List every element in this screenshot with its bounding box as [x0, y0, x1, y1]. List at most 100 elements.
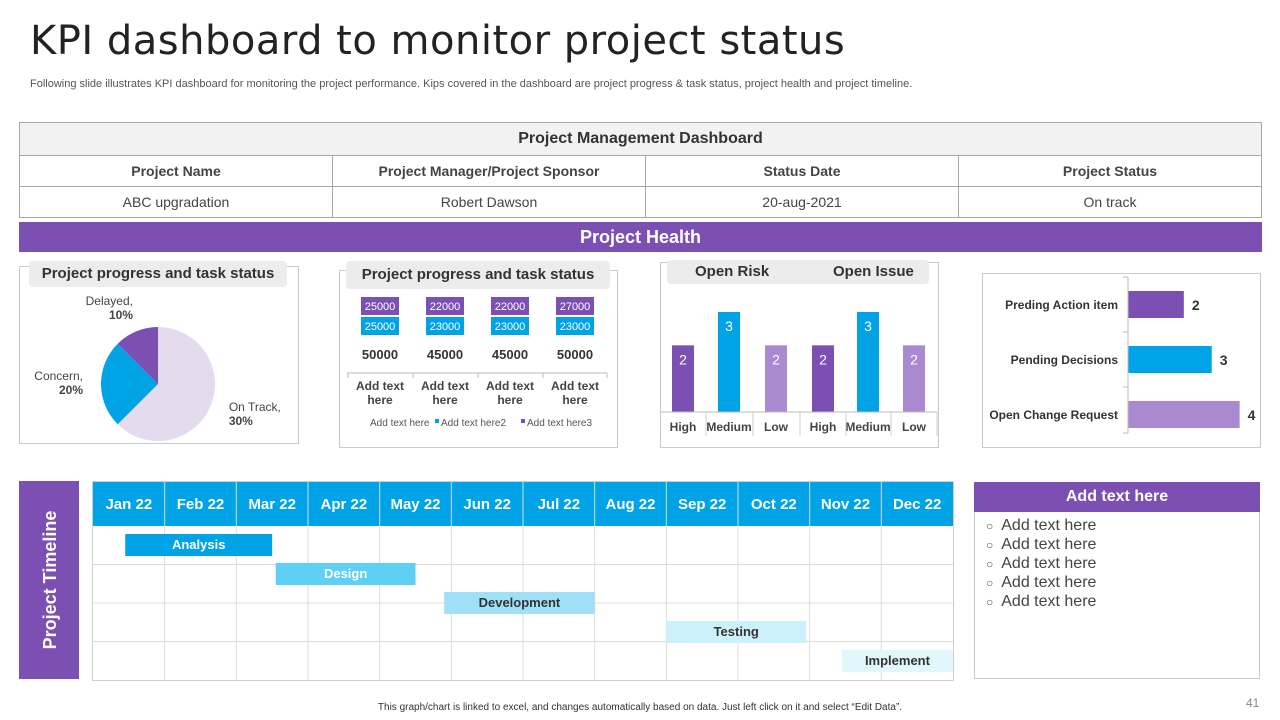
month-label: Jun 22 [463, 496, 511, 513]
bar [1128, 291, 1184, 318]
pie-label-percent: 20% [59, 383, 83, 397]
gantt-task-label: Development [479, 595, 561, 610]
bar-value-label: 3 [1220, 352, 1228, 368]
page-subtitle: Following slide illustrates KPI dashboar… [30, 78, 913, 90]
bar-value-label: 3 [864, 318, 872, 334]
list-item: Add text here [986, 573, 1096, 592]
stack-label-top: 25000 [365, 301, 396, 313]
list-item: Add text here [986, 554, 1096, 573]
stack-segment-middle [491, 317, 529, 335]
pie-label-name: On Track, [229, 400, 281, 414]
stack-segment-top [491, 297, 529, 315]
month-label: Jul 22 [538, 496, 581, 513]
month-label: Dec 22 [893, 496, 941, 513]
stack-label-middle: 25000 [365, 321, 396, 333]
gantt-chart: Jan 22 Feb 22 Mar 22 Apr 22 May 22 Jun 22 Jul … [92, 481, 954, 681]
category-label: High [670, 420, 697, 434]
bar [1128, 346, 1212, 373]
month-label: Jan 22 [105, 496, 152, 513]
cell-project-name: ABC upgradation [19, 186, 333, 218]
category-label: Low [764, 420, 789, 434]
category-label: Medium [706, 420, 751, 434]
month-label: Feb 22 [177, 496, 225, 513]
bar [718, 312, 740, 412]
category-label: Add text [551, 379, 599, 393]
pie-slice-delayed [117, 327, 158, 384]
stack-segment-top [426, 297, 464, 315]
month-label: Nov 22 [821, 496, 870, 513]
gantt-task-bar [666, 621, 807, 643]
bar-value-label: 2 [910, 351, 918, 367]
month-label: Sep 22 [678, 496, 726, 513]
timeline-label: Project Timeline [40, 510, 60, 650]
bar [765, 345, 787, 412]
category-label: Open Change Request [989, 408, 1118, 422]
category-label: Pending Decisions [1011, 353, 1119, 367]
gantt-task-label: Analysis [172, 537, 225, 552]
category-label: Preding Action item [1005, 298, 1118, 312]
risk-issue-bar-chart: 2 High 3 Medium 2 Low 2 High 3 Medium 2 Low [660, 312, 938, 436]
legend-swatch [521, 419, 525, 423]
bar-value-label: 2 [819, 351, 827, 367]
pie-panel-title: Project progress and task status [29, 261, 287, 287]
pie-label-percent: 10% [109, 308, 133, 322]
category-label: Add text [356, 379, 404, 393]
stack-total-label: 45000 [492, 347, 528, 362]
notes-heading: Add text here [974, 482, 1260, 512]
gantt-task-bar [444, 592, 595, 614]
category-label: here [432, 393, 458, 407]
bar [1128, 401, 1240, 428]
pending-items-bar-chart: 2 Preding Action item 3 Pending Decisions 4 O… [989, 276, 1256, 434]
month-label: Aug 22 [605, 496, 655, 513]
category-label: Medium [845, 420, 890, 434]
risk-issue-header: Open Risk Open Issue [667, 260, 929, 284]
category-label: Add text [486, 379, 534, 393]
stack-segment-top [556, 297, 594, 315]
stack-segment-middle [361, 317, 399, 335]
stack-total-label: 45000 [427, 347, 463, 362]
stack-segment-middle [426, 317, 464, 335]
column-header-project-name: Project Name [19, 155, 333, 187]
pie-chart: On Track,30% Concern,20% Delayed,10% [34, 294, 281, 441]
list-item: Add text here [986, 592, 1096, 611]
legend-swatch [435, 419, 439, 423]
stack-label-middle: 23000 [560, 321, 591, 333]
stack-label-middle: 23000 [495, 321, 526, 333]
category-label: Add text [421, 379, 469, 393]
open-issue-title: Open Issue [833, 263, 914, 280]
stack-segment-middle [556, 317, 594, 335]
gantt-task-bar [841, 650, 953, 672]
bar-value-label: 2 [679, 351, 687, 367]
list-item: Add text here [986, 535, 1096, 554]
gantt-task-label: Testing [714, 624, 759, 639]
stack-label-middle: 23000 [430, 321, 461, 333]
bar [672, 345, 694, 412]
bar-value-label: 3 [725, 318, 733, 334]
cell-status-date: 20-aug-2021 [645, 186, 959, 218]
stack-label-top: 27000 [560, 301, 591, 313]
bar [903, 345, 925, 412]
stack-label-top: 22000 [495, 301, 526, 313]
category-label: here [497, 393, 523, 407]
month-label: Apr 22 [320, 496, 367, 513]
project-management-table: Project Management Dashboard Project Nam… [19, 122, 1262, 218]
bar-value-label: 2 [772, 351, 780, 367]
month-label: Oct 22 [751, 496, 797, 513]
cell-manager: Robert Dawson [332, 186, 646, 218]
pie-label-name: Delayed, [86, 294, 133, 308]
pie-slice-on-track [117, 327, 215, 441]
category-label: High [810, 420, 837, 434]
stack-label-top: 22000 [430, 301, 461, 313]
bar [857, 312, 879, 412]
timeline-side-band [19, 481, 79, 679]
legend-label: Add text here3 [527, 418, 592, 429]
gantt-task-label: Implement [865, 653, 931, 668]
column-header-manager: Project Manager/Project Sponsor [332, 155, 646, 187]
column-header-status-date: Status Date [645, 155, 959, 187]
open-risk-title: Open Risk [695, 263, 770, 280]
category-label: Low [902, 420, 927, 434]
bar [812, 345, 834, 412]
bar-value-label: 2 [1192, 297, 1200, 313]
pie-label-name: Concern, [34, 369, 83, 383]
